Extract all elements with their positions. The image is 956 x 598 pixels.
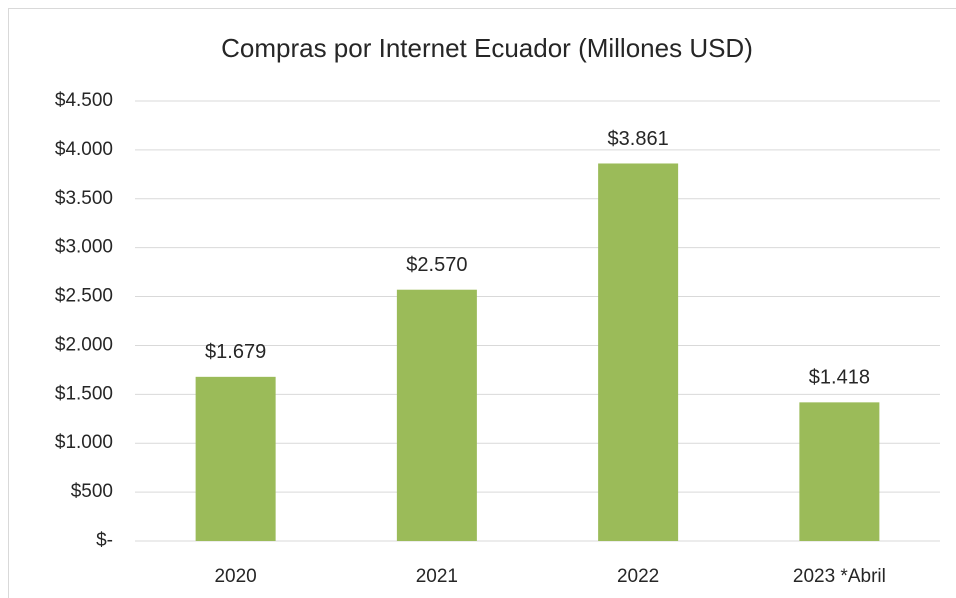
bar [598,163,679,542]
y-tick-label: $1.000 [55,432,113,453]
chart-border [8,8,956,598]
chart-title: Compras por Internet Ecuador (Millones U… [221,33,753,63]
y-tick-label: $500 [71,481,113,502]
bar [799,402,880,541]
data-label: $2.570 [406,254,467,276]
bar [396,289,477,541]
y-tick-label: $2.500 [55,286,113,307]
y-tick-label: $4.000 [55,139,113,160]
data-label: $1.679 [205,341,266,363]
y-tick-label: $3.000 [55,237,113,258]
y-tick-label: $2.000 [55,334,113,355]
data-label: $3.861 [608,128,669,150]
x-tick-label: 2023 *Abril [793,566,886,587]
x-tick-label: 2021 [416,566,458,587]
y-tick-label: $1.500 [55,383,113,404]
x-tick-label: 2022 [617,566,659,587]
y-tick-label: $4.500 [55,90,113,111]
y-tick-label: $- [96,530,113,551]
x-tick-label: 2020 [214,566,256,587]
bar [195,376,276,541]
data-label: $1.418 [809,367,870,389]
y-tick-label: $3.500 [55,188,113,209]
